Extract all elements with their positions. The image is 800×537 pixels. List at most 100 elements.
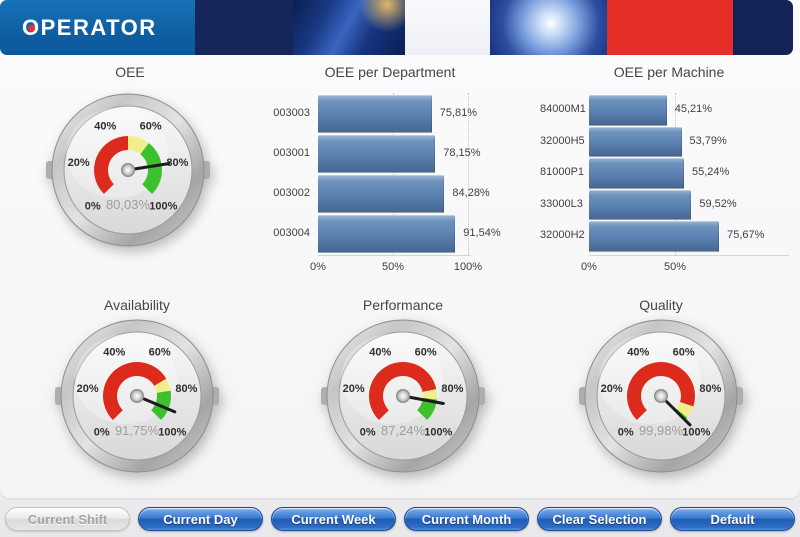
gauge-title-performance: Performance	[362, 297, 444, 313]
filter-button-bar: Current Shift Current Day Current Week C…	[0, 507, 800, 531]
category-label: 84000M1	[540, 103, 586, 115]
gauge-tick-label: 20%	[601, 383, 623, 395]
bar-value-label: 45,21%	[674, 103, 713, 115]
gauge-band	[140, 143, 162, 195]
x-axis-tick-label: 50%	[381, 261, 405, 273]
gauge-tick-label: 40%	[627, 346, 649, 358]
gauge-tick-label: 80%	[441, 383, 463, 395]
header-navy-segment	[195, 0, 293, 55]
gauge-tick-label: 100%	[682, 426, 710, 438]
bar-row: 33000L3 59,52%	[540, 189, 798, 219]
gauge-tick-label: 0%	[360, 426, 376, 438]
logo-text: PERATOR	[40, 14, 157, 40]
bar-row: 81000P1 55,24%	[540, 158, 798, 188]
gauge-oee: 0% 20% 40% 60% 80% 100% 80,03%	[43, 85, 213, 255]
gauge-tick-label: 80%	[175, 383, 197, 395]
bar-value-label: 91,54%	[463, 227, 501, 239]
chart-oee-per-machine: OEE per Machine 84000M1 45,21% 32000H5 53,7…	[540, 62, 798, 277]
gauge-performance: 0% 20% 40% 60% 80% 100% 87,24%	[318, 311, 488, 481]
bar-value-label: 75,81%	[439, 107, 478, 119]
gauge-title-quality: Quality	[639, 297, 683, 313]
gauge-title-availability: Availability	[104, 297, 170, 313]
gauge-tick-label: 60%	[149, 346, 171, 358]
gauge-band	[676, 402, 694, 418]
bar-row: 003003 75,81%	[272, 95, 508, 132]
gauge-band	[94, 136, 128, 195]
chart-gridline	[393, 93, 394, 255]
category-label: 32000H5	[540, 134, 585, 147]
chart-oee-per-department: OEE per Department 003003 75,81% 003001 78,…	[272, 62, 508, 277]
category-label: 33000L3	[540, 197, 583, 210]
category-label: 003002	[273, 187, 310, 199]
gauge-hub	[396, 389, 410, 403]
gauge-tick-label: 60%	[415, 346, 437, 358]
x-axis-tick-label: 50%	[663, 261, 687, 273]
gauge-tick-label: 60%	[140, 120, 162, 132]
bar-row: 003002 84,28%	[272, 175, 508, 212]
gauge-tick-label: 60%	[673, 346, 695, 358]
default-button[interactable]: Default	[670, 507, 795, 531]
gauge-band	[103, 362, 167, 421]
x-axis-line	[318, 255, 471, 256]
bar-value-label: 55,24%	[692, 166, 730, 178]
gauge-hub	[130, 389, 144, 403]
header-photo-machining	[293, 0, 405, 55]
category-label: 003001	[273, 147, 310, 159]
chart-gridline	[468, 93, 469, 255]
gauge-band	[128, 136, 149, 155]
current-week-button[interactable]: Current Week	[271, 507, 396, 531]
bar	[318, 175, 445, 212]
bar-value-label: 84,28%	[452, 187, 490, 199]
gauge-tick-label: 40%	[94, 120, 116, 132]
bar	[318, 135, 436, 172]
gauge-tick-label: 20%	[77, 383, 99, 395]
gauge-value: 99,98%	[639, 423, 684, 438]
gauge-tick-label: 20%	[68, 157, 90, 169]
operator-logo: OPERATOR	[22, 14, 157, 40]
gauge-tick-label: 100%	[424, 426, 452, 438]
gauge-tick-label: 100%	[149, 200, 177, 212]
header-navy-end-segment	[733, 0, 793, 55]
gauge-tick-label: 100%	[158, 426, 186, 438]
current-shift-button[interactable]: Current Shift	[5, 507, 130, 531]
x-axis-tick-label: 0%	[581, 261, 597, 273]
category-label: 003004	[273, 227, 310, 239]
chart-plot-department: 003003 75,81% 003001 78,15% 003002 84,28% 0030…	[272, 93, 508, 277]
gauge-value: 91,75%	[115, 423, 160, 438]
gauge-band	[417, 398, 437, 421]
bar	[589, 221, 720, 251]
current-day-button[interactable]: Current Day	[138, 507, 263, 531]
chart-plot-machine: 84000M1 45,21% 32000H5 53,79% 81000P1 55,24% 3…	[540, 93, 798, 277]
x-axis-tick-label: 100%	[453, 261, 483, 273]
bar-value-label: 53,79%	[689, 134, 727, 147]
header-red-segment	[607, 0, 733, 55]
bar-row: 32000H2 75,67%	[540, 221, 798, 251]
gauge-title-oee: OEE	[115, 64, 145, 80]
bar	[589, 189, 692, 219]
gauge-tick-label: 40%	[103, 346, 125, 358]
x-axis-tick-label: 0%	[310, 261, 326, 273]
gauge-value: 80,03%	[106, 197, 151, 212]
header-banner: OPERATOR	[0, 0, 800, 55]
clear-selection-button[interactable]: Clear Selection	[537, 507, 662, 531]
category-label: 32000H2	[540, 229, 585, 241]
chart-title-department: OEE per Department	[324, 64, 456, 80]
gauge-tick-label: 0%	[85, 200, 101, 212]
bar-row: 003001 78,15%	[272, 135, 508, 172]
bar	[589, 158, 684, 188]
gauge-hub	[654, 389, 668, 403]
bar-row: 84000M1 45,21%	[540, 95, 798, 125]
bar-value-label: 59,52%	[699, 197, 737, 210]
gauge-tick-label: 0%	[94, 426, 110, 438]
chart-title-machine: OEE per Machine	[613, 64, 725, 80]
category-label: 003003	[273, 107, 310, 119]
x-axis-line	[589, 255, 789, 256]
current-month-button[interactable]: Current Month	[404, 507, 529, 531]
gauge-tick-label: 0%	[618, 426, 634, 438]
bar	[589, 126, 682, 156]
bar	[318, 95, 432, 132]
gauge-band	[154, 378, 171, 393]
gauge-availability: 0% 20% 40% 60% 80% 100% 91,75%	[52, 311, 222, 481]
bar-value-label: 78,15%	[443, 147, 481, 159]
